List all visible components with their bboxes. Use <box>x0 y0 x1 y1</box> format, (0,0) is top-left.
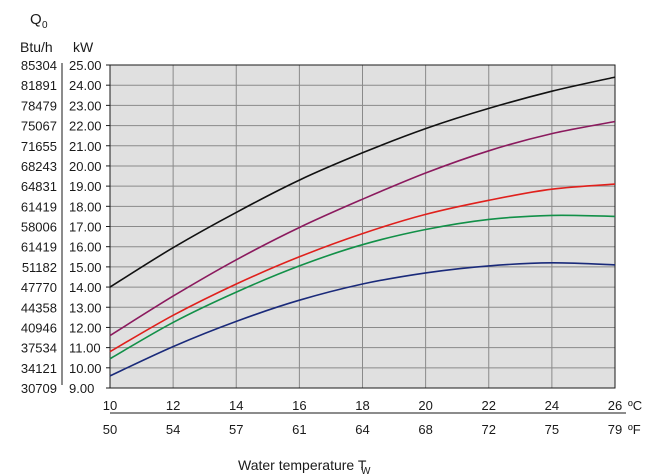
x-tick-label-fahrenheit: 61 <box>292 422 306 437</box>
x-unit-fahrenheit: ºF <box>628 422 641 437</box>
y-tick-label-kw: 12.00 <box>69 320 102 335</box>
y-tick-label-btu: 47770 <box>21 280 57 295</box>
x-tick-label-fahrenheit: 50 <box>103 422 117 437</box>
y-tick-label-btu: 51182 <box>22 260 57 275</box>
y-tick-label-btu: 61419 <box>21 199 57 214</box>
x-tick-label-celsius: 24 <box>545 398 559 413</box>
x-tick-label-celsius: 20 <box>418 398 432 413</box>
y-tick-label-btu: 58006 <box>21 220 57 235</box>
x-tick-label-celsius: 10 <box>103 398 117 413</box>
y-tick-label-kw: 15.00 <box>69 260 102 275</box>
y-tick-label-kw: 10.00 <box>69 361 102 376</box>
x-tick-label-celsius: 14 <box>229 398 243 413</box>
y-tick-label-kw: 11.00 <box>69 341 101 356</box>
y-tick-label-btu: 34121 <box>21 361 57 376</box>
x-unit-celsius: ºC <box>628 398 642 413</box>
y-tick-label-btu: 40946 <box>21 320 57 335</box>
x-tick-label-fahrenheit: 79 <box>608 422 622 437</box>
y-tick-label-kw: 23.00 <box>69 98 102 113</box>
x-tick-label-celsius: 12 <box>166 398 180 413</box>
series-line-3 <box>109 183 616 353</box>
y-label-kw-unit: kW <box>73 39 94 55</box>
series-line-1 <box>109 76 616 288</box>
y-tick-label-btu: 78479 <box>21 98 57 113</box>
series-line-4 <box>109 214 616 360</box>
x-tick-label-celsius: 18 <box>355 398 369 413</box>
y-tick-label-kw: 25.00 <box>69 58 102 73</box>
y-tick-label-btu: 75067 <box>21 119 57 134</box>
y-tick-label-kw: 21.00 <box>69 139 102 154</box>
y-tick-label-kw: 17.00 <box>69 220 102 235</box>
y-tick-label-btu: 85304 <box>21 58 57 73</box>
y-tick-label-btu: 64831 <box>21 179 57 194</box>
x-tick-label-celsius: 22 <box>482 398 496 413</box>
y-ticks-kw: 9.00 10.00 11.00 12.00 13.00 14.00 15.00 16.00 1… <box>69 58 110 396</box>
x-tick-label-fahrenheit: 64 <box>355 422 369 437</box>
y-tick-label-kw: 22.00 <box>69 119 102 134</box>
y-tick-label-kw: 13.00 <box>69 300 102 315</box>
x-tick-label-fahrenheit: 68 <box>418 422 432 437</box>
y-tick-label-btu: 30709 <box>21 381 57 396</box>
y-ticks-btu: 30709 34121 37534 40946 44358 47770 51182 61419… <box>21 58 57 396</box>
series-group <box>109 76 616 377</box>
y-tick-label-kw: 20.00 <box>69 159 102 174</box>
x-ticks-fahrenheit: 50 54 57 61 64 68 72 75 79 <box>103 422 622 437</box>
y-tick-label-kw: 16.00 <box>69 240 102 255</box>
y-tick-label-kw: 19.00 <box>69 179 102 194</box>
x-tick-label-fahrenheit: 57 <box>229 422 243 437</box>
y-tick-label-kw: 18.00 <box>69 199 102 214</box>
y-tick-label-kw: 14.00 <box>69 280 102 295</box>
x-label-subscript: W <box>361 466 371 476</box>
y-tick-label-kw: 24.00 <box>69 78 102 93</box>
y-label-subscript: 0 <box>42 20 48 31</box>
y-label-btu-unit: Btu/h <box>20 39 53 55</box>
y-tick-label-btu: 44358 <box>21 300 57 315</box>
x-tick-label-celsius: 26 <box>608 398 622 413</box>
y-tick-label-btu: 37534 <box>21 341 57 356</box>
x-ticks-celsius: 10 12 14 16 18 20 22 24 26 <box>103 398 622 413</box>
y-tick-label-btu: 71655 <box>21 139 57 154</box>
y-tick-label-btu: 68243 <box>21 159 57 174</box>
series-line-5 <box>109 261 616 377</box>
x-tick-label-fahrenheit: 75 <box>545 422 559 437</box>
x-tick-label-fahrenheit: 54 <box>166 422 180 437</box>
y-label-symbol: Q <box>30 11 42 28</box>
y-tick-label-btu: 61419 <box>21 240 57 255</box>
series-line-2 <box>109 120 616 337</box>
x-tick-label-celsius: 16 <box>292 398 306 413</box>
x-tick-label-fahrenheit: 72 <box>482 422 496 437</box>
grid <box>110 65 615 388</box>
x-label: Water temperature T <box>238 457 367 473</box>
y-tick-label-btu: 81891 <box>21 78 57 93</box>
y-tick-label-kw: 9.00 <box>69 381 94 396</box>
